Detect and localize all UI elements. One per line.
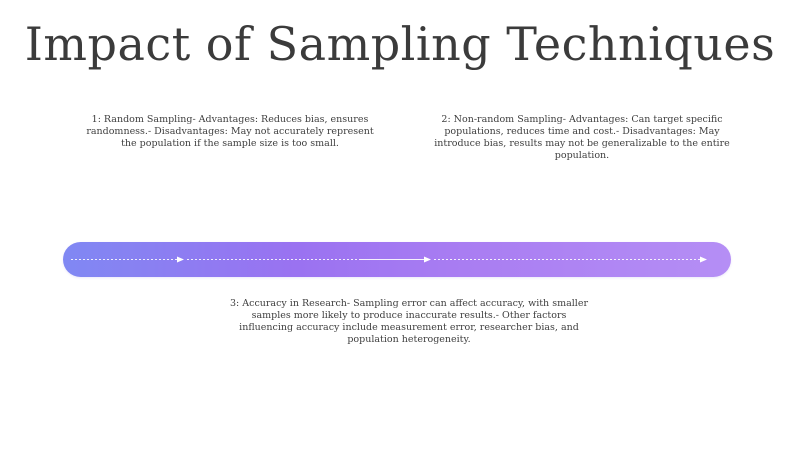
diagram-title: Impact of Sampling Techniques [24,17,776,71]
arrow-right-icon [177,256,184,263]
point-non-random-sampling: 2: Non-random Sampling- Advantages: Can … [434,114,730,161]
point-random-sampling: 1: Random Sampling- Advantages: Reduces … [86,114,374,149]
timeline-arrows [71,256,707,263]
arrow-right-icon [700,256,707,263]
arrow-right-icon [424,256,431,263]
timeline-bar [63,242,731,277]
point-accuracy-in-research: 3: Accuracy in Research- Sampling error … [230,298,588,345]
